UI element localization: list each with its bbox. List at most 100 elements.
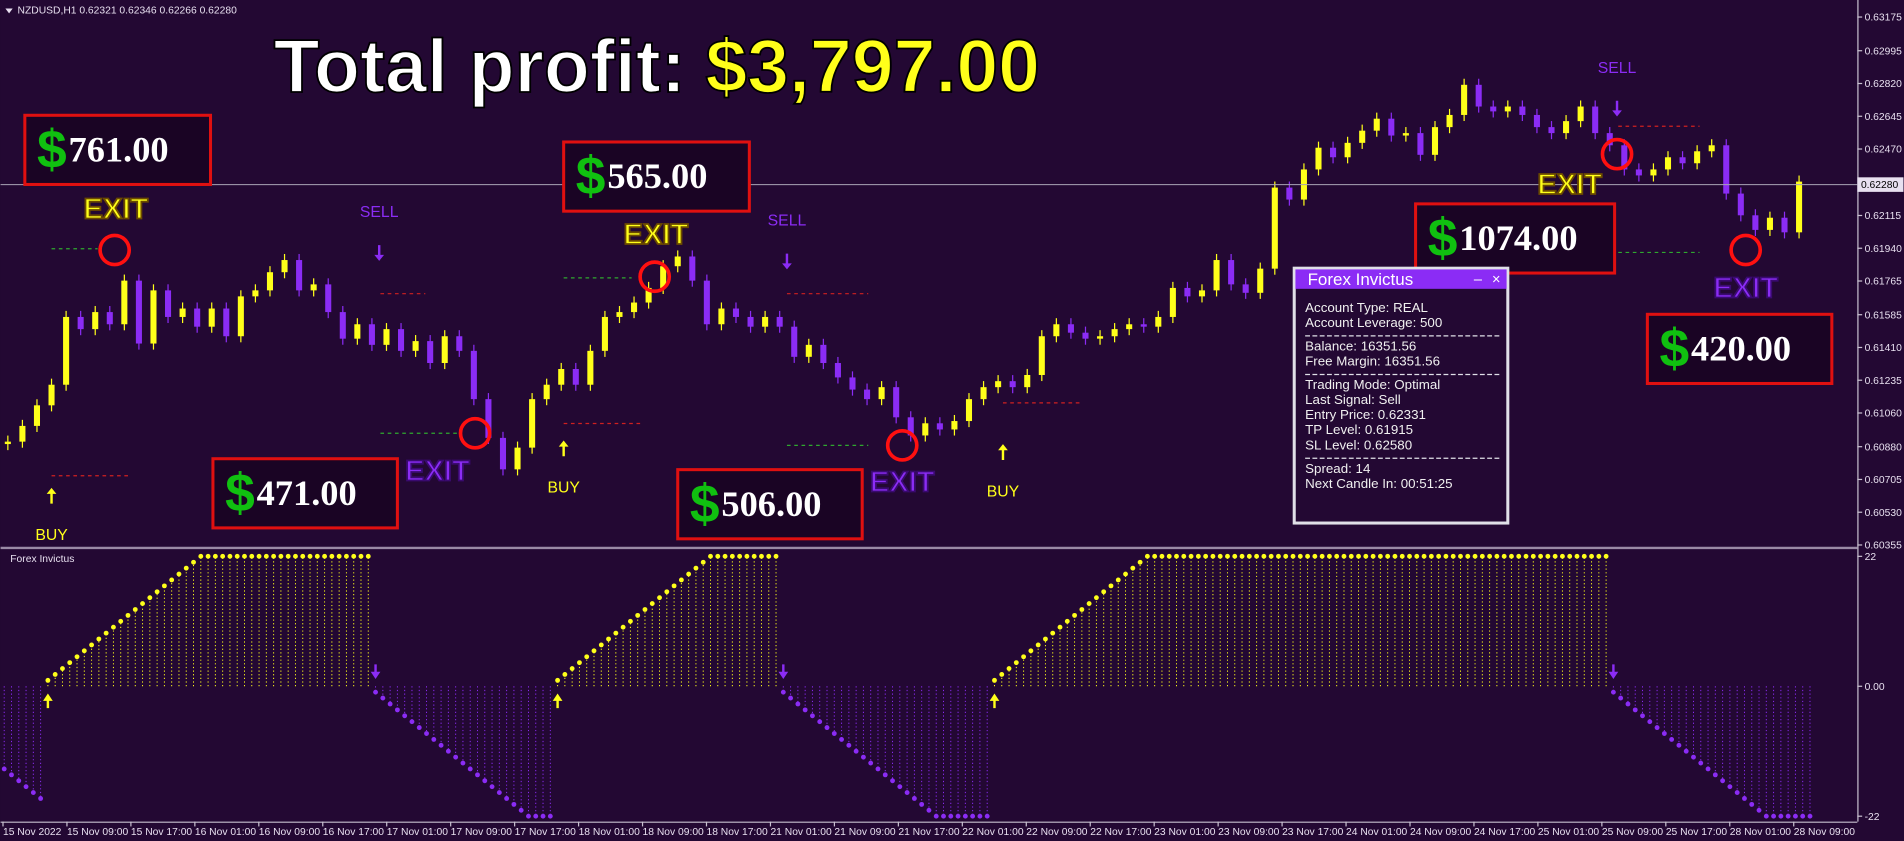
candle — [776, 316, 783, 327]
indicator-dot — [839, 736, 844, 742]
indicator-dot — [1297, 553, 1303, 559]
panel-line: Next Candle In: 00:51:25 — [1305, 476, 1452, 491]
profit-box — [1414, 202, 1617, 275]
candle — [237, 296, 244, 337]
time-label: 16 Nov 09:00 — [259, 827, 321, 838]
indicator-dot — [1108, 583, 1114, 589]
price-tick-label: 0.61060 — [1865, 409, 1902, 420]
indicator-dot — [1632, 707, 1638, 713]
indicator-dot — [992, 677, 997, 683]
exit-label: EXIT — [1713, 272, 1778, 304]
time-label: 25 Nov 17:00 — [1666, 827, 1728, 838]
indicator-dot — [1574, 553, 1580, 559]
indicator-dot — [140, 601, 145, 607]
candle — [1242, 284, 1249, 293]
time-label: 15 Nov 17:00 — [131, 827, 193, 838]
indicator-dot — [220, 553, 226, 559]
panel-header — [1295, 269, 1507, 289]
candle — [194, 308, 201, 327]
candle — [63, 316, 70, 385]
panel-line: Entry Price: 0.62331 — [1305, 407, 1426, 422]
indicator-dot — [23, 784, 29, 790]
candle — [310, 284, 317, 291]
indicator-dot — [846, 742, 852, 748]
indicator-dot — [1610, 689, 1616, 695]
indicator-dot — [1319, 553, 1325, 559]
indicator-dot — [1749, 801, 1755, 807]
indicator-dot — [890, 778, 895, 784]
profit-currency: $ — [37, 120, 67, 179]
time-label: 23 Nov 17:00 — [1282, 827, 1344, 838]
candle — [1373, 118, 1380, 131]
candle — [834, 363, 841, 378]
indicator-dot — [307, 553, 313, 559]
indicator-dot — [766, 553, 772, 559]
indicator-dot — [111, 624, 116, 630]
buy-arrow — [998, 444, 1008, 460]
candle — [1519, 106, 1526, 115]
indicator-dot — [1530, 553, 1536, 559]
indicator-dot — [60, 666, 65, 671]
candle — [252, 290, 259, 297]
exit-circle — [1729, 233, 1763, 267]
indicator-dot — [1043, 636, 1048, 642]
indicator-dot — [336, 553, 342, 559]
indicator-dot — [1028, 648, 1034, 654]
indicator-dot — [1683, 748, 1689, 754]
indicator-dot — [547, 813, 553, 819]
candle — [558, 368, 565, 385]
indicator-dot — [322, 553, 328, 559]
candle — [601, 316, 608, 351]
profit-amount: 471.00 — [257, 473, 357, 513]
indicator-dot — [715, 553, 721, 559]
indicator-dot — [45, 677, 51, 683]
indicator-sell-arrow — [1608, 664, 1619, 679]
price-tick-label: 0.61765 — [1865, 277, 1902, 288]
candle — [456, 336, 463, 351]
indicator-dot — [96, 636, 102, 642]
candle — [485, 399, 492, 438]
indicator-dot — [591, 648, 597, 654]
panel-line: TP Level: 0.61915 — [1305, 422, 1413, 437]
title-amount: $3,797.00 — [705, 24, 1040, 108]
time-label: 25 Nov 09:00 — [1602, 827, 1664, 838]
indicator-dot — [1035, 642, 1041, 648]
indicator-dot — [897, 784, 903, 790]
indicator-dot — [1603, 553, 1609, 559]
indicator-dot — [1567, 553, 1573, 559]
panel-title: Forex Invictus — [1308, 270, 1414, 289]
indicator-buy-arrow — [552, 693, 563, 709]
indicator-dot — [1246, 553, 1252, 559]
panel-line: Free Margin: 16351.56 — [1305, 354, 1440, 369]
indicator-dot — [1654, 725, 1660, 731]
sell-arrow — [782, 253, 792, 270]
candle — [1635, 169, 1642, 176]
panel-frame — [1292, 266, 1510, 525]
indicator-dot — [1501, 553, 1507, 559]
candle — [398, 329, 405, 351]
candle — [165, 290, 172, 317]
indicator-dot — [977, 813, 983, 819]
indicator-tick-label: -22 — [1865, 812, 1880, 823]
candle — [1796, 181, 1803, 233]
current-price-label: 0.62280 — [1861, 180, 1898, 191]
candle — [529, 399, 536, 448]
price-tick-label: 0.62115 — [1865, 211, 1902, 222]
indicator-dot — [926, 807, 932, 813]
indicator-dot — [1006, 666, 1012, 671]
indicator-dot — [1458, 553, 1463, 559]
time-label: 21 Nov 09:00 — [834, 827, 896, 838]
indicator-dot — [1232, 553, 1238, 559]
candle — [1431, 127, 1439, 155]
indicator-dot — [1494, 553, 1500, 559]
indicator-dot — [67, 660, 73, 666]
time-label: 16 Nov 17:00 — [323, 827, 385, 838]
profit-box — [676, 468, 864, 541]
indicator-dot — [1545, 553, 1551, 559]
indicator-dot — [933, 813, 939, 819]
buy-label: BUY — [35, 527, 68, 544]
indicator-dot — [1385, 553, 1391, 559]
indicator-dot — [693, 565, 699, 571]
indicator-dot — [613, 630, 619, 636]
indicator-dot — [1450, 553, 1456, 559]
